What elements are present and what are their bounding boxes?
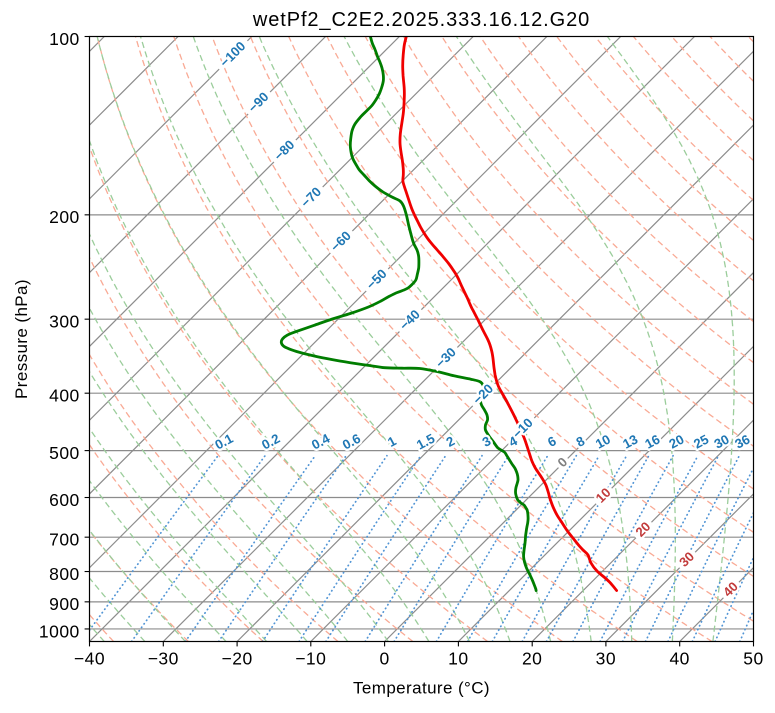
svg-text:Temperature (°C): Temperature (°C) [353,679,490,698]
svg-text:wetPf2_C2E2.2025.333.16.12.G20: wetPf2_C2E2.2025.333.16.12.G20 [252,9,590,31]
svg-text:500: 500 [49,443,80,463]
svg-text:0: 0 [379,649,389,669]
svg-text:100: 100 [49,29,80,49]
svg-text:−30: −30 [148,649,179,669]
svg-text:−40: −40 [74,649,105,669]
svg-text:50: 50 [743,649,763,669]
svg-text:20: 20 [522,649,542,669]
svg-text:−10: −10 [295,649,326,669]
svg-text:Pressure (hPa): Pressure (hPa) [12,279,31,399]
svg-text:10: 10 [448,649,468,669]
svg-text:300: 300 [49,311,80,331]
svg-text:−20: −20 [222,649,253,669]
svg-text:800: 800 [49,564,80,584]
svg-text:700: 700 [49,529,80,549]
svg-text:400: 400 [49,385,80,405]
svg-text:40: 40 [669,649,689,669]
svg-text:30: 30 [596,649,616,669]
svg-text:900: 900 [49,594,80,614]
svg-text:1000: 1000 [39,621,80,641]
svg-text:200: 200 [49,207,80,227]
svg-text:600: 600 [49,490,80,510]
